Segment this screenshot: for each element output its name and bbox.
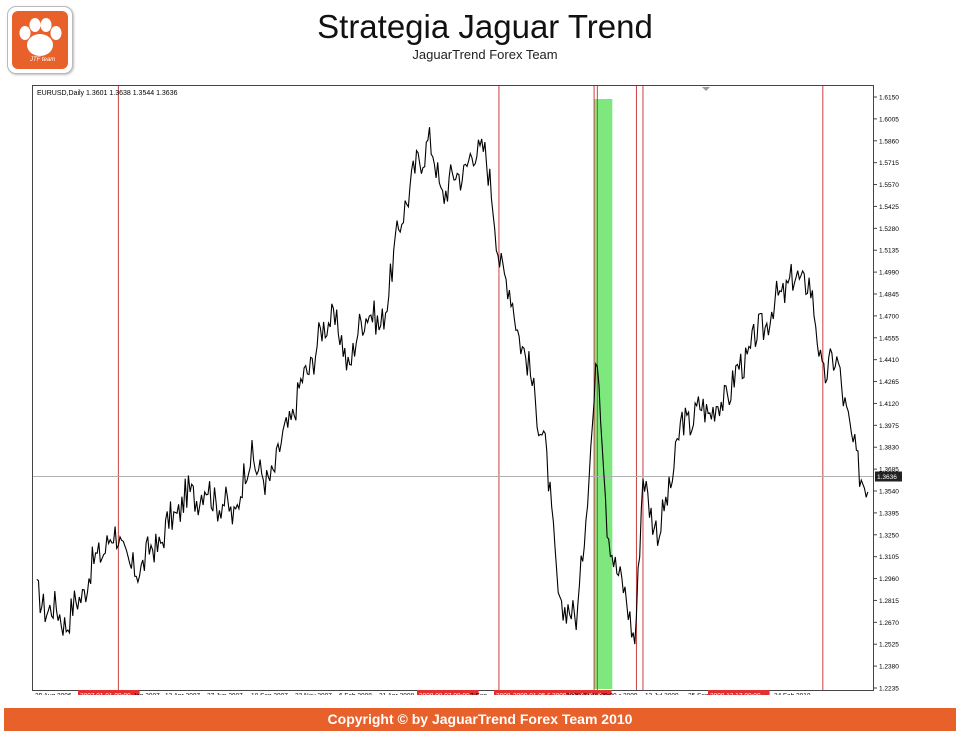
x-tick-label: 2009.01.05 00 — [513, 693, 555, 696]
y-tick-label: 1.4555 — [879, 335, 899, 342]
y-tick-label: 1.3830 — [879, 445, 899, 452]
y-tick-label: 1.4265 — [879, 379, 899, 386]
signal-date-tag — [511, 690, 562, 699]
chart-info-label: EURUSD,Daily 1.3601 1.3638 1.3544 1.3636 — [37, 90, 178, 97]
y-tick-label: 1.6150 — [879, 95, 899, 102]
y-tick-label: 1.3105 — [879, 554, 899, 561]
x-tick-label: 23 Nov 2007 — [295, 693, 332, 696]
y-tick-label: 1.3975 — [879, 423, 899, 430]
y-tick-label: 1.3540 — [879, 489, 899, 496]
y-tick-label: 1.4120 — [879, 401, 899, 408]
y-tick-label: 1.4845 — [879, 292, 899, 299]
current-price-tag — [875, 471, 902, 482]
x-tick-label: 27 Jun 2007 — [207, 693, 243, 696]
paw-logo-icon — [12, 11, 68, 69]
signal-zone-highlight — [594, 99, 613, 689]
signal-date-tag — [550, 690, 612, 699]
company-logo: JTF team — [7, 6, 73, 74]
y-tick-label: 1.3250 — [879, 532, 899, 539]
x-tick-label: 21 Apr 2008 — [379, 693, 414, 696]
y-tick-label: 1.2670 — [879, 620, 899, 627]
signal-date-tag — [78, 690, 140, 699]
y-tick-label: 1.3395 — [879, 510, 899, 517]
price-chart: 1.6150 1.6005 1.5860 1.5715 1.5570 1.5425 1.52… — [32, 85, 905, 700]
y-tick-label: 1.5715 — [879, 160, 899, 167]
x-tick-label: 29 Aug 2006 — [35, 693, 72, 696]
y-tick-label: 1.2815 — [879, 598, 899, 605]
signal-date-tag — [417, 690, 479, 699]
x-tick-label: 7 Sep — [470, 693, 487, 696]
shift-marker-icon — [702, 87, 710, 91]
x-tick-label: 13 Apr 2007 — [165, 693, 200, 696]
y-tick-label: 1.5570 — [879, 182, 899, 189]
x-tick-label: 24 Feb 2010 — [774, 693, 811, 696]
current-price-label: 1.3636 — [877, 474, 897, 481]
y-tick-label: 1.4990 — [879, 270, 899, 277]
signal-date-tag — [494, 690, 524, 699]
x-tick-label: 10 Sep 2007 — [251, 693, 288, 696]
x-tick-label: 13 Jul 2009 — [645, 693, 679, 696]
y-tick-label: 1.2525 — [879, 642, 899, 649]
y-tick-label: 1.2380 — [879, 664, 899, 671]
x-tick-label: 2007.01.01 00:00 — [80, 693, 131, 696]
x-tick-label: 2009.03.16 00:00 — [566, 693, 617, 696]
y-tick-label: 1.2235 — [879, 686, 899, 693]
page-subtitle: JaguarTrend Forex Team — [412, 47, 558, 62]
x-tick-label: Jan 2007 — [133, 693, 160, 696]
y-tick-label: 1.4410 — [879, 357, 899, 364]
copyright-footer: Copyright © by JaguarTrend Forex Team 20… — [4, 708, 956, 731]
y-tick-label: 1.2960 — [879, 576, 899, 583]
y-tick-label: 1.3685 — [879, 467, 899, 474]
x-tick-label: 25 Sep — [688, 693, 709, 696]
y-tick-label: 1.5425 — [879, 204, 899, 211]
x-tick-label: 6 Feb 2008 — [339, 693, 372, 696]
page-title: Strategia Jaguar Trend — [317, 8, 653, 45]
price-series-line — [36, 127, 869, 645]
logo-text: JTF team — [30, 57, 56, 63]
y-tick-label: 1.5280 — [879, 226, 899, 233]
signal-date-tag — [708, 690, 770, 699]
y-tick-label: 1.6005 — [879, 116, 899, 123]
y-tick-label: 1.5135 — [879, 248, 899, 255]
x-tick-label: 2008.08.07 00:00 — [419, 693, 470, 696]
y-tick-label: 1.4700 — [879, 313, 899, 320]
y-tick-label: 1.5860 — [879, 138, 899, 145]
price-chart-svg: 1.6150 1.6005 1.5860 1.5715 1.5570 1.5425 1.52… — [32, 85, 902, 700]
x-tick-label: r 2009 — [619, 693, 638, 696]
x-tick-label: 2009.12.17 00:00 — [710, 693, 761, 696]
